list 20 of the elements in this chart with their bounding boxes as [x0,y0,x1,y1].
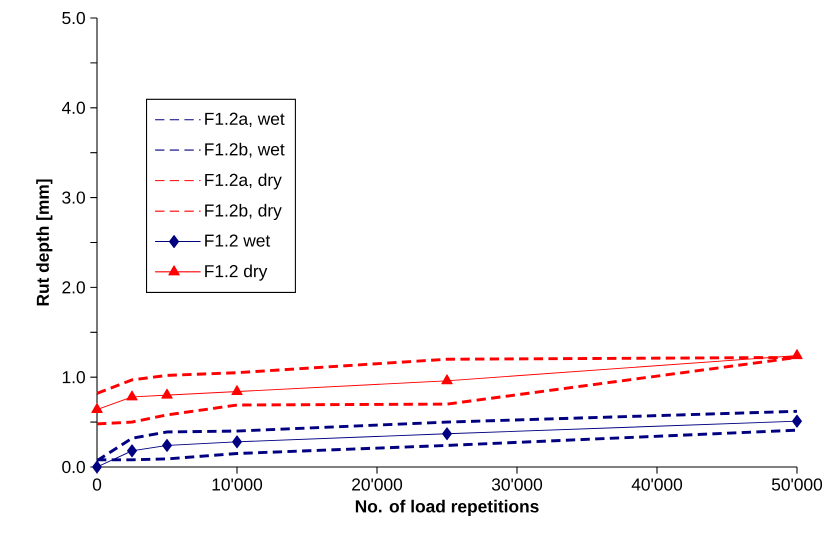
y-tick-label: 5.0 [62,12,85,24]
legend-label: F1.2 wet [205,234,270,247]
legend-label: F1.2 dry [205,264,268,281]
y-tick-label: 4.0 [62,102,85,114]
y-tick-label: 2.0 [62,281,85,294]
x-tick-label: 10'000 [212,478,262,491]
x-tick-label: 0 [92,478,102,491]
y-tick-label: 1.0 [62,371,85,384]
y-axis-title: Rut depth [mm] [36,179,52,306]
x-tick-label: 40'000 [632,478,682,491]
legend-label: F1.2a, wet [205,112,285,127]
x-axis-title: No. of load repetitions [356,500,539,516]
y-tick-label: 3.0 [62,191,85,204]
x-tick-label: 20'000 [352,478,402,491]
x-tick-label: 30'000 [492,478,542,491]
y-tick-label: 0.0 [62,460,85,474]
x-tick-label: 50'000 [772,478,822,491]
legend-label: F1.2b, wet [205,142,285,158]
legend-label: F1.2a, dry [205,173,282,190]
legend-label: F1.2b, dry [205,204,282,220]
